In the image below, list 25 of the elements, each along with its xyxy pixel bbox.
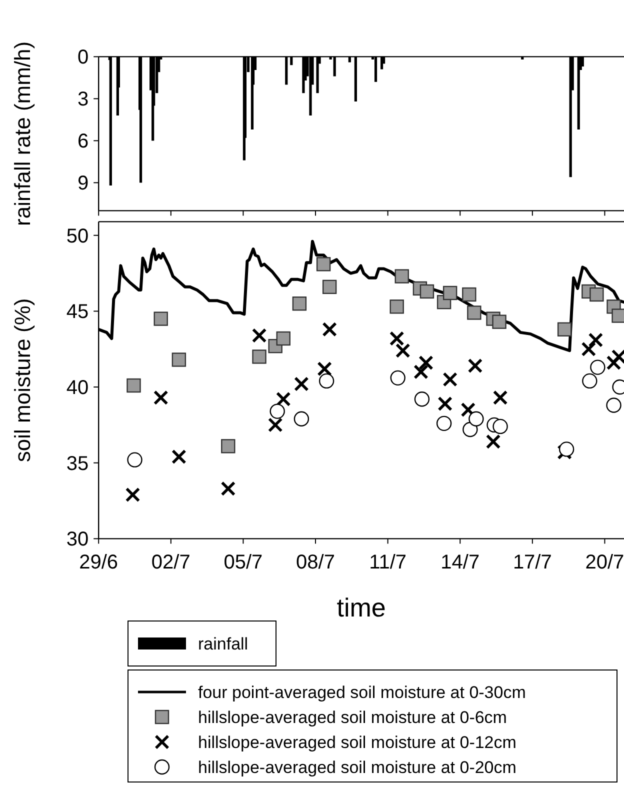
x-axis-title: time bbox=[336, 592, 386, 623]
x-tick-label: 14/7 bbox=[440, 552, 480, 574]
x-tick-label: 29/6 bbox=[79, 552, 118, 574]
y-tick-label: 3 bbox=[77, 88, 89, 111]
x-tick-label: 08/7 bbox=[296, 552, 335, 574]
y-tick-label: 40 bbox=[66, 377, 89, 400]
y-tick-label: 45 bbox=[66, 301, 89, 324]
y-tick-label: 30 bbox=[66, 528, 89, 551]
x-tick-label: 17/7 bbox=[512, 552, 552, 574]
y-axis-title: rainfall rate (mm/h) bbox=[10, 41, 35, 226]
y-tick-label: 35 bbox=[66, 452, 89, 475]
y-tick-label: 0 bbox=[77, 46, 89, 69]
legend-label: four point-averaged soil moisture at 0-30cm bbox=[198, 682, 526, 702]
legend-label: hillslope-averaged soil moisture at 0-20cm bbox=[198, 758, 516, 777]
x-tick-label: 05/7 bbox=[224, 552, 263, 574]
x-tick-label: 11/7 bbox=[369, 552, 407, 574]
y-tick-label: 6 bbox=[77, 130, 89, 153]
legend-label: rainfall bbox=[198, 634, 248, 654]
x-tick-label: 02/7 bbox=[151, 552, 190, 574]
y-tick-label: 50 bbox=[66, 225, 89, 248]
y-axis-title: soil moisture (%) bbox=[10, 298, 35, 462]
y-tick-label: 9 bbox=[77, 172, 89, 195]
legend-label: hillslope-averaged soil moisture at 0-6cm bbox=[198, 708, 507, 727]
x-tick-label: 20/7 bbox=[585, 552, 624, 574]
legend-label: hillslope-averaged soil moisture at 0-12cm bbox=[198, 732, 516, 752]
